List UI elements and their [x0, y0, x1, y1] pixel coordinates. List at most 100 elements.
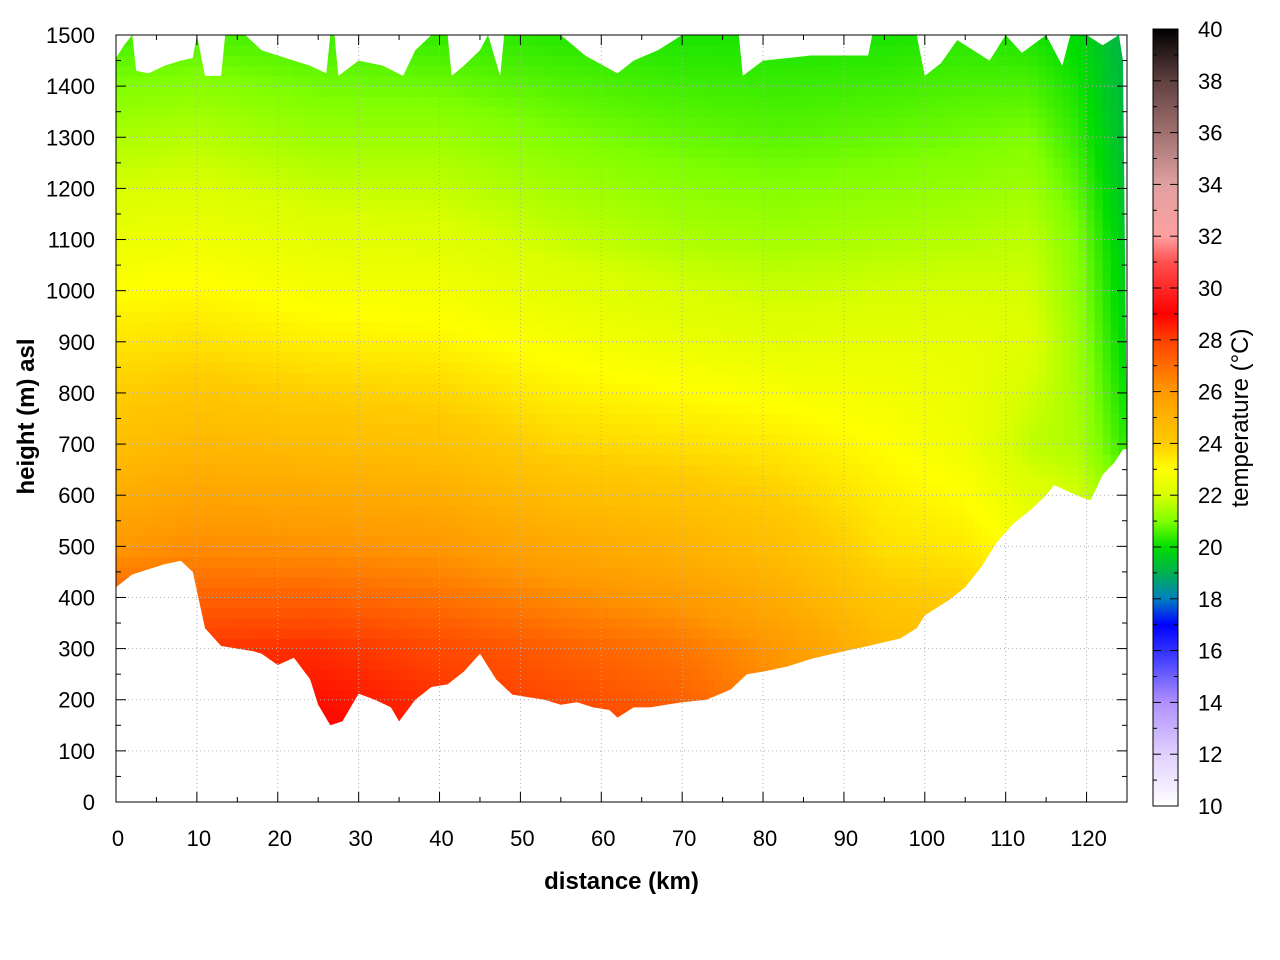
heat-cell	[213, 311, 222, 322]
heat-cell	[172, 280, 182, 292]
heat-cell	[439, 229, 449, 241]
heat-cell	[415, 699, 424, 711]
heat-cell	[318, 709, 327, 721]
heat-cell	[407, 45, 416, 57]
heat-cell	[237, 699, 247, 711]
heat-cell	[261, 720, 271, 726]
heat-cell	[463, 566, 473, 578]
heat-cell	[399, 607, 408, 619]
heat-cell	[455, 229, 465, 241]
heat-cell	[649, 587, 659, 599]
heat-cell	[463, 669, 473, 680]
heat-cell	[625, 352, 635, 363]
heat-cell	[471, 413, 481, 425]
heat-cell	[374, 556, 384, 568]
heat-cell	[577, 484, 586, 496]
heat-cell	[625, 709, 635, 721]
heat-cell	[390, 372, 400, 384]
heat-cell	[132, 372, 141, 384]
heat-cell	[415, 741, 424, 752]
heat-cell	[463, 147, 473, 159]
heat-cell	[479, 331, 489, 343]
heat-cell	[552, 699, 562, 711]
heat-cell	[455, 648, 465, 660]
heat-cell	[488, 597, 497, 609]
heat-cell	[455, 352, 465, 363]
heat-cell	[528, 137, 538, 149]
heat-cell	[577, 341, 586, 353]
heat-cell	[318, 484, 327, 496]
heat-cell	[593, 423, 602, 435]
heat-cell	[593, 229, 602, 241]
heat-cell	[463, 403, 473, 414]
heat-cell	[318, 106, 327, 118]
heat-cell	[561, 792, 570, 803]
heat-cell	[447, 96, 457, 108]
heat-cell	[318, 75, 327, 87]
heat-cell	[156, 782, 165, 793]
heat-cell	[148, 290, 158, 302]
heat-cell	[641, 86, 651, 97]
heat-cell	[253, 372, 263, 384]
heat-cell	[269, 116, 279, 128]
heat-cell	[277, 464, 287, 476]
heat-cell	[560, 270, 570, 282]
heat-cell	[350, 433, 360, 445]
heat-cell	[609, 321, 619, 333]
heat-cell	[277, 362, 287, 374]
heat-cell	[374, 679, 384, 691]
heat-cell	[471, 208, 481, 220]
heat-cell	[237, 679, 247, 691]
heat-cell	[374, 699, 384, 711]
heat-cell	[326, 597, 335, 609]
heat-cell	[245, 638, 255, 650]
heat-cell	[512, 433, 521, 445]
heat-cell	[269, 362, 279, 374]
heat-cell	[488, 239, 497, 251]
heat-cell	[480, 730, 489, 741]
heat-cell	[617, 699, 627, 711]
heat-cell	[390, 208, 400, 220]
heat-cell	[204, 464, 214, 476]
heat-cell	[479, 341, 489, 353]
heat-cell	[374, 546, 384, 558]
heat-cell	[641, 689, 651, 701]
heat-cell	[544, 331, 554, 343]
heat-cell	[285, 259, 295, 271]
heat-cell	[382, 157, 392, 169]
heat-cell	[463, 474, 473, 486]
heat-cell	[350, 423, 360, 435]
heat-cell	[496, 730, 505, 741]
heat-cell	[132, 505, 141, 517]
heat-cell	[302, 300, 311, 312]
heat-cell	[132, 638, 141, 650]
heat-cell	[504, 403, 513, 414]
heat-cell	[237, 147, 247, 159]
heat-cell	[568, 515, 578, 527]
heat-cell	[204, 239, 214, 251]
heat-cell	[237, 638, 247, 650]
heat-cell	[334, 587, 344, 599]
heat-cell	[593, 689, 602, 701]
heat-cell	[504, 341, 513, 353]
heat-cell	[439, 546, 449, 558]
heat-cell	[116, 474, 125, 486]
heat-cell	[374, 648, 384, 660]
heat-cell	[156, 352, 166, 363]
heat-cell	[293, 55, 303, 67]
heat-cell	[641, 188, 651, 200]
heat-cell	[496, 699, 505, 711]
heat-cell	[520, 352, 530, 363]
heat-cell	[261, 75, 271, 87]
heat-cell	[156, 607, 166, 619]
heat-cell	[213, 577, 222, 588]
heat-cell	[213, 433, 222, 445]
heat-cell	[496, 617, 505, 629]
heat-cell	[440, 741, 449, 752]
heat-cell	[204, 178, 214, 189]
heat-cell	[237, 761, 246, 772]
heat-cell	[253, 188, 263, 200]
heat-cell	[229, 311, 238, 322]
heat-cell	[382, 127, 392, 138]
heat-cell	[577, 321, 586, 333]
